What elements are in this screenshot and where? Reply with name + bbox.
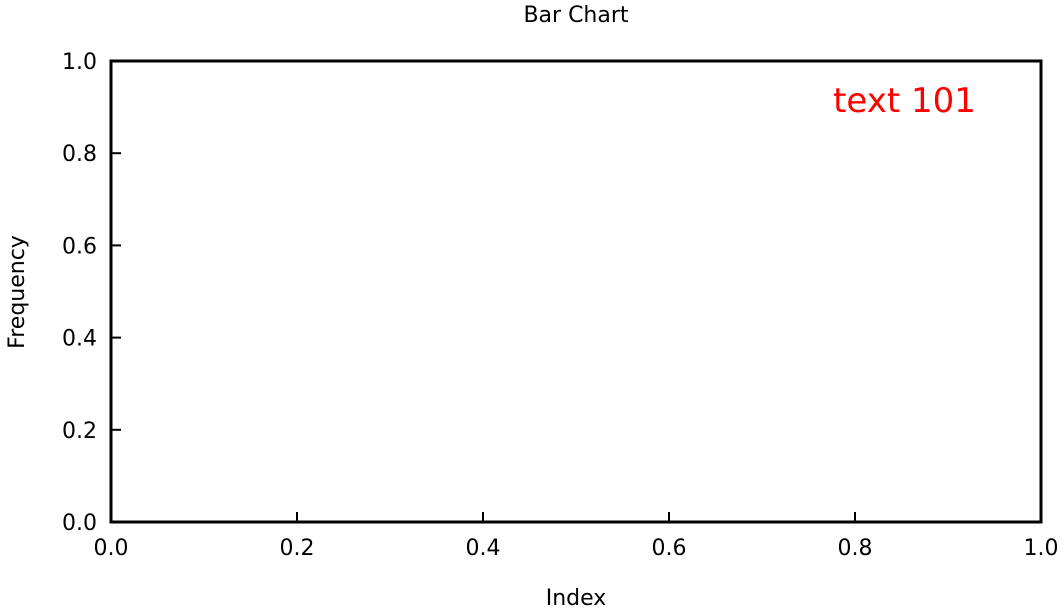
y-axis-label: Frequency [5, 235, 30, 349]
y-tick-label: 0.8 [62, 142, 97, 167]
x-tick-label: 0.6 [652, 536, 687, 561]
y-tick-label: 0.6 [62, 234, 97, 259]
annotation-text: text 101 [833, 81, 976, 121]
x-tick-label: 0.0 [94, 536, 129, 561]
y-tick-label: 0.4 [62, 327, 97, 352]
x-tick-label: 1.0 [1024, 536, 1059, 561]
chart-title: Bar Chart [523, 3, 628, 28]
x-axis-ticks: 0.0 0.2 0.4 0.6 0.8 1.0 [94, 512, 1059, 561]
x-axis-label: Index [546, 586, 607, 611]
y-tick-label: 1.0 [62, 50, 97, 75]
plot-frame [109, 59, 1043, 524]
y-axis-ticks: 0.0 0.2 0.4 0.6 0.8 1.0 [62, 50, 121, 536]
x-tick-label: 0.2 [280, 536, 315, 561]
x-tick-label: 0.4 [466, 536, 501, 561]
y-tick-label: 0.0 [62, 511, 97, 536]
annotations: text 101 [833, 81, 976, 121]
y-tick-label: 0.2 [62, 419, 97, 444]
x-tick-label: 0.8 [838, 536, 873, 561]
